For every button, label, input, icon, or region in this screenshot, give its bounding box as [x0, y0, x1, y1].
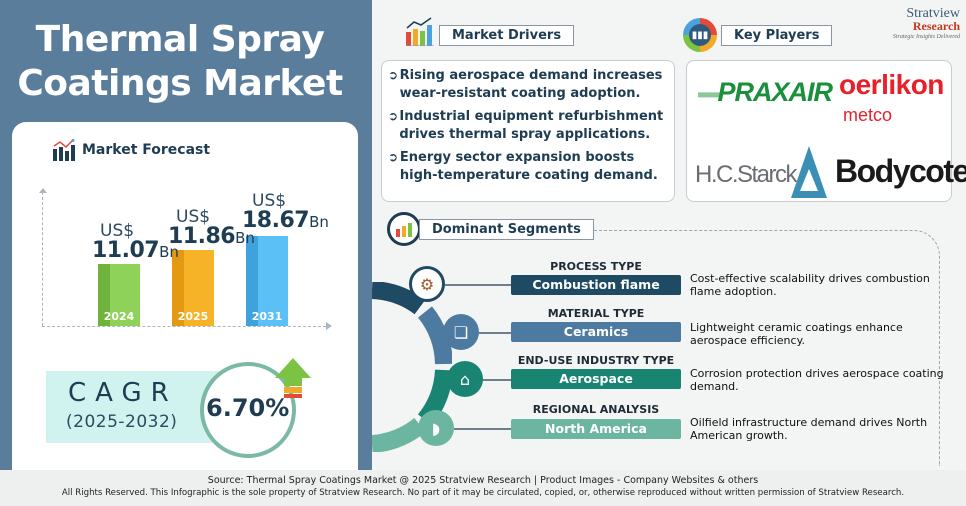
footer: Source: Thermal Spray Coatings Market @ …: [0, 470, 966, 506]
bar-2024: 2024: [98, 264, 140, 326]
segment-value: Combustion flame: [511, 275, 681, 295]
arrow-bullet-icon: ➲: [388, 150, 399, 164]
segment-desc: Cost-effective scalability drives combus…: [690, 272, 930, 298]
list-item: ➲ Rising aerospace demand increases wear…: [388, 68, 663, 101]
dominant-segments-heading: Dominant Segments: [387, 212, 594, 246]
segment-value: Aerospace: [511, 369, 681, 389]
cagr-period: (2025-2032): [66, 412, 178, 432]
key-players-logos: ▪▪▪▪▪PRAXAIR oerlikon metco H.C.Starck B…: [686, 60, 966, 202]
connector-line: [483, 379, 511, 381]
industry-icon: ⌂: [447, 361, 483, 397]
up-arrow-icon: [275, 358, 311, 398]
source-text: Source: Thermal Spray Coatings Market @ …: [207, 475, 759, 486]
map-icon: ◗: [418, 410, 454, 446]
bar-chart-icon: [53, 139, 75, 161]
market-drivers-heading: Market Drivers: [405, 16, 575, 46]
segment-title: MATERIAL TYPE: [547, 307, 645, 320]
bar-label-2024: US$ 11.07Bn: [92, 221, 179, 263]
bodycote-logo: Bodycote: [835, 153, 966, 189]
segment-value: Ceramics: [511, 322, 681, 342]
praxair-logo: ▪▪▪▪▪PRAXAIR: [697, 77, 833, 107]
connector-line: [479, 332, 511, 334]
bar-2025: 2025: [172, 250, 214, 326]
stratview-logo: Stratview Research Strategic Insights De…: [892, 6, 960, 40]
bar-label-2031: US$ 18.67Bn: [242, 191, 329, 233]
segment-value: North America: [511, 419, 681, 439]
oerlikon-logo: oerlikon: [839, 69, 944, 100]
list-item: ➲ Energy sector expansion boosts high-te…: [388, 150, 658, 183]
segment-desc: Corrosion protection drives aerospace co…: [690, 367, 944, 393]
page-title: Thermal Spray Coatings Market: [17, 19, 343, 104]
gear-icon: ⚙: [409, 266, 445, 302]
forecast-heading: Market Forecast: [52, 139, 210, 161]
x-axis: [42, 322, 332, 330]
segment-title: END-USE INDUSTRY TYPE: [517, 354, 675, 367]
pie-chart-icon: ▮▮▮: [683, 18, 717, 52]
cagr-label: CAGR: [68, 378, 178, 408]
triangle-inner: [800, 169, 818, 191]
rising-bars-icon: [387, 212, 421, 246]
metco-logo: metco: [843, 105, 893, 125]
forecast-chart: 2024 2025 2031 US$ 11.07Bn US$ 11.86Bn: [38, 188, 342, 330]
market-drivers-list: ➲ Rising aerospace demand increases wear…: [381, 60, 675, 202]
segment-desc: Lightweight ceramic coatings enhance aer…: [690, 321, 903, 347]
layers-icon: ❏: [443, 314, 479, 350]
connector-line: [454, 428, 511, 430]
connector-line: [445, 284, 511, 286]
key-players-heading: ▮▮▮ Key Players: [683, 18, 833, 52]
hcstarck-logo: H.C.Starck: [695, 161, 798, 188]
bar-2031: 2031: [246, 236, 288, 326]
segment-desc: Oilfield infrastructure demand drives No…: [690, 416, 928, 442]
cagr-value: 6.70%: [206, 394, 290, 422]
arrow-bullet-icon: ➲: [388, 68, 399, 82]
arrow-bullet-icon: ➲: [388, 109, 399, 123]
growth-chart-icon: [406, 17, 434, 46]
rights-text: All Rights Reserved. This Infographic is…: [61, 488, 905, 498]
y-axis: [38, 188, 47, 326]
segment-title: REGIONAL ANALYSIS: [532, 403, 660, 416]
list-item: ➲ Industrial equipment refurbishment dri…: [388, 109, 664, 142]
segments-dashed-frame: [594, 230, 940, 466]
segment-title: PROCESS TYPE: [550, 260, 642, 273]
bar-label-2025: US$ 11.86Bn: [168, 207, 255, 249]
